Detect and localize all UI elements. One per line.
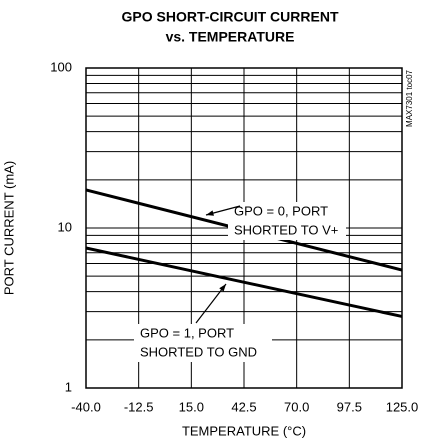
plot-frame [85, 67, 403, 389]
chart-title: vs. TEMPERATURE [166, 29, 295, 45]
series-line [85, 246, 403, 318]
annotation-text: SHORTED TO GND [140, 344, 257, 359]
x-tick-label: 97.5 [337, 399, 362, 414]
x-tick-label: 70.0 [284, 399, 309, 414]
x-tick-label: 125.0 [386, 399, 419, 414]
x-tick-label: 42.5 [231, 399, 256, 414]
annotation-text: SHORTED TO V+ [234, 222, 338, 237]
y-tick-label: 100 [50, 59, 72, 74]
annotation-box [228, 202, 346, 240]
x-tick-label: -40.0 [71, 399, 101, 414]
y-tick-label: 10 [58, 219, 72, 234]
annotation-box [134, 324, 272, 362]
annotation-arrow [195, 283, 227, 324]
x-tick-label: 15.0 [179, 399, 204, 414]
annotation-text: GPO = 1, PORT [140, 325, 234, 340]
chart-title: GPO SHORT-CIRCUIT CURRENT [122, 9, 339, 25]
x-tick-label: -12.5 [124, 399, 154, 414]
x-axis-label: TEMPERATURE (°C) [182, 423, 306, 438]
arrow-head [206, 210, 214, 216]
side-note: MAX7301 toc07 [405, 69, 414, 126]
annotation-text: GPO = 0, PORT [234, 203, 328, 218]
y-axis-label: PORT CURRENT (mA) [1, 161, 16, 295]
arrow-head [219, 284, 226, 292]
y-tick-label: 1 [65, 379, 72, 394]
